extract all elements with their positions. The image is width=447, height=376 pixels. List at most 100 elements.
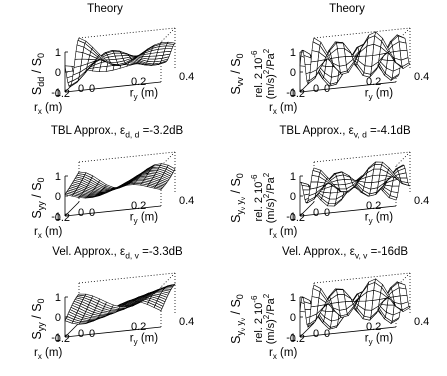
box-edge [160, 151, 176, 167]
surface-cell [336, 42, 345, 49]
y-axis-line [64, 326, 162, 338]
title-vel-v-value: =-16dB [367, 246, 409, 258]
y-tick-label: 0.2 [131, 321, 146, 333]
surface-cell [390, 185, 400, 194]
box-edge [395, 151, 411, 167]
surface-cell [77, 293, 87, 297]
title-vel-d-value: =-3.3dB [138, 246, 183, 258]
y-tick-label: 0 [324, 83, 330, 95]
surface-cell [312, 167, 322, 173]
y-tick-label: 0.4 [414, 71, 429, 83]
x-axis-label: rx (m) [34, 102, 62, 116]
surface-cell [398, 287, 408, 297]
box-edge [313, 272, 411, 284]
y-axis-label: ry (m) [365, 333, 393, 347]
y-tick-label: 0 [324, 207, 330, 219]
z-tick-label: 0 [55, 191, 61, 203]
z-axis-unit-label-2: (m/s)2/Pa2 [262, 293, 277, 344]
x-tick-label: 0 [78, 83, 84, 95]
y-tick-label: 0 [89, 83, 95, 95]
surface-cell [73, 58, 83, 68]
y-tick-label: 0.2 [366, 200, 381, 212]
y-axis-label: ry (m) [130, 212, 158, 226]
title-vel-v-text: Vel. Approx., ε [281, 246, 355, 258]
z-tick-label: 1 [55, 171, 61, 183]
y-tick-label: 0.2 [366, 321, 381, 333]
surface-cell [312, 37, 322, 46]
z-tick-label: 1 [290, 47, 296, 59]
x-tick-label: 0.2 [55, 212, 70, 224]
y-axis-label: ry (m) [130, 333, 158, 347]
surface-panel-5: 10-10.2 0 00.2 0.4rx (m)ry (m)Syy / S0 [30, 272, 194, 361]
box-edge [160, 27, 176, 43]
title-vel-d: Vel. Approx., εd, v =-3.3dB [30, 246, 205, 260]
surface-cell [336, 289, 345, 295]
y-axis-line [299, 326, 397, 338]
x-tick-label: 0.2 [55, 333, 70, 345]
y-tick-label: 0 [324, 328, 330, 340]
z-tick-label: 0 [55, 67, 61, 79]
z-tick-label: -1 [286, 87, 296, 99]
y-axis-line [64, 205, 162, 217]
surface-cell [163, 48, 173, 53]
title-vel-d-text: Vel. Approx., ε [52, 246, 126, 258]
z-axis-unit-label-2: (m/s)2/Pa2 [262, 48, 277, 99]
y-tick-label: 0.4 [179, 195, 194, 207]
surface-cell [338, 56, 347, 67]
box-edge [313, 151, 411, 163]
z-axis-label: Syy / S0 [30, 177, 46, 218]
surface-cell [363, 65, 373, 75]
z-tick-label: 0 [290, 67, 296, 79]
box-edge [395, 27, 411, 43]
y-axis-label: ry (m) [130, 88, 158, 102]
z-axis-label: Syy / S0 [30, 298, 46, 339]
y-axis-line [299, 81, 397, 93]
x-axis-line [299, 201, 315, 217]
y-tick-label: 0.4 [179, 316, 194, 328]
surface-cell [77, 171, 87, 175]
surface-cell [338, 184, 347, 190]
surface-panel-1: 10-10.2 0 00.2 0.4rx (m)ry (m)Sdd / S0 [30, 27, 194, 116]
surface-cell [398, 41, 408, 52]
z-tick-label: 1 [55, 47, 61, 59]
z-tick-label: 1 [55, 292, 61, 304]
x-axis-line [299, 322, 315, 338]
title-tbl-d-text: TBL Approx., ε [50, 125, 126, 137]
title-tbl-d: TBL Approx., εd, d =-3.2dB [32, 125, 202, 139]
y-tick-label: 0 [89, 207, 95, 219]
y-tick-label: 0.2 [131, 76, 146, 88]
y-tick-label: 0.4 [414, 195, 429, 207]
x-tick-label: 0.2 [290, 212, 305, 224]
x-axis-label: rx (m) [34, 226, 62, 240]
surface-cell [374, 161, 384, 165]
z-axis-label: Syv yv / S0 [229, 173, 247, 223]
surface-cell [337, 294, 346, 303]
z-tick-label: 0 [290, 191, 296, 203]
surface-cell [337, 48, 346, 58]
surface-cell [309, 181, 319, 190]
surface-cell [363, 309, 373, 318]
z-axis-unit-label: rel. 2 10-6 [250, 174, 265, 221]
y-axis-line [299, 205, 397, 217]
y-tick-label: 0.2 [366, 76, 381, 88]
y-axis-label: ry (m) [365, 212, 393, 226]
z-tick-label: -1 [51, 332, 61, 344]
y-tick-label: 0.4 [414, 316, 429, 328]
title-vel-d-sub: d, v [125, 250, 139, 261]
z-tick-label: -1 [286, 211, 296, 223]
surface-cell [108, 58, 118, 63]
z-tick-label: 0 [290, 312, 296, 324]
title-vel-v: Vel. Approx., εv, v =-16dB [255, 246, 435, 260]
title-tbl-d-value: =-3.2dB [139, 125, 184, 137]
box-edge [78, 272, 176, 284]
z-tick-label: -1 [51, 87, 61, 99]
surface-cell [312, 284, 322, 293]
x-axis-label: rx (m) [269, 347, 297, 361]
z-tick-label: -1 [51, 211, 61, 223]
x-tick-label: 0.2 [290, 88, 305, 100]
x-tick-label: 0.2 [290, 333, 305, 345]
y-tick-label: 0.4 [179, 71, 194, 83]
z-tick-label: -1 [286, 332, 296, 344]
y-axis-label: ry (m) [365, 88, 393, 102]
